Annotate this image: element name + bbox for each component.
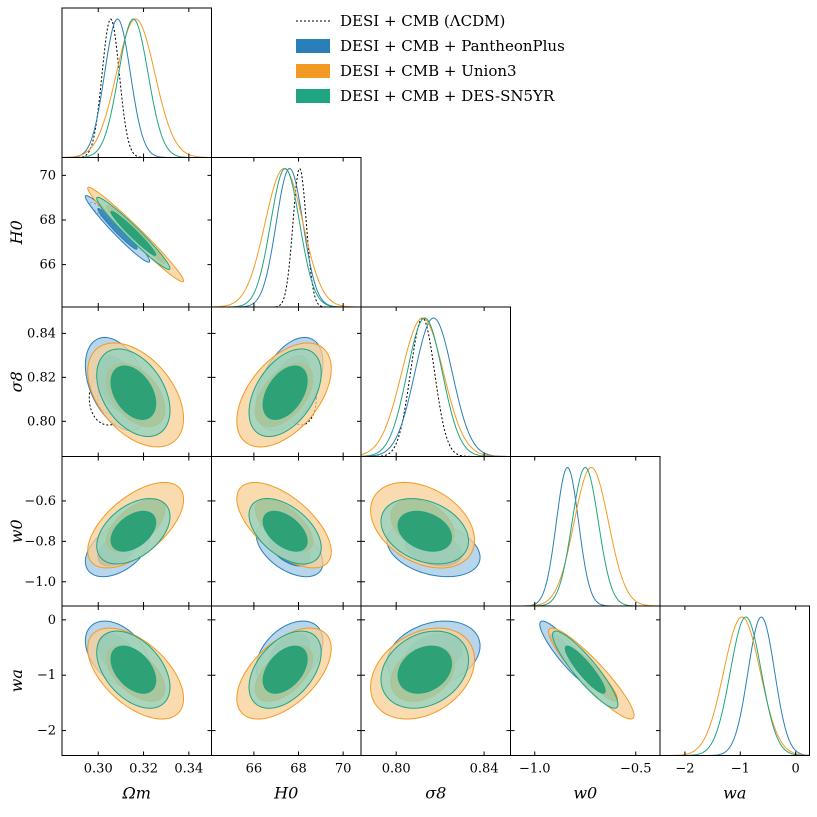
desi-cmb-des-sn5yr-marginal-w0 <box>510 466 660 606</box>
legend: DESI + CMB (ΛCDM) DESI + CMB + PantheonPl… <box>296 12 565 105</box>
desi-cmb-pantheonplus-marginal-om <box>62 18 212 158</box>
desi-cmb-cdm-marginal-s8 <box>361 317 511 457</box>
marginal-w0 <box>510 466 660 606</box>
x-tick-label-h0: 68 <box>290 762 307 777</box>
x-tick-label-om: 0.32 <box>129 762 158 777</box>
panel-s8-vs-w0 <box>370 481 481 578</box>
y-axis-title-h0: H0 <box>7 220 26 245</box>
x-tick-label-h0: 70 <box>335 762 352 777</box>
x-axis-title-om: Ωm <box>122 784 151 803</box>
desi-cmb-des-sn5yr-contour-68 <box>110 365 157 420</box>
desi-cmb-pantheonplus-marginal-wa <box>660 616 810 756</box>
y-tick-label-h0: 66 <box>39 258 56 273</box>
desi-cmb-des-sn5yr-marginal-s8 <box>361 317 511 457</box>
y-tick-label-w0: −1.0 <box>24 575 56 590</box>
x-axis-title-w0: w0 <box>573 784 597 803</box>
tick-marks <box>62 8 797 756</box>
x-tick-label-h0: 66 <box>246 762 263 777</box>
panel-om-vs-wa <box>84 620 185 720</box>
legend-label-desi-cmb-des-sn5yr: DESI + CMB + DES-SN5YR <box>340 87 555 105</box>
desi-cmb-des-sn5yr-contour-68 <box>262 510 308 552</box>
y-tick-label-s8: 0.82 <box>27 370 56 385</box>
x-tick-label-om: 0.30 <box>84 762 113 777</box>
marginal-wa <box>660 616 810 756</box>
x-axis-title-s8: σ8 <box>425 784 446 803</box>
panel-w0-vs-wa <box>539 620 635 720</box>
y-tick-label-s8: 0.84 <box>27 326 56 341</box>
desi-cmb-cdm-marginal-h0 <box>211 167 361 307</box>
panel-frame <box>510 456 661 607</box>
x-tick-label-w0: −1.0 <box>519 762 551 777</box>
x-tick-label-wa: −2 <box>675 762 694 777</box>
panel-frame <box>360 306 511 457</box>
desi-cmb-cdm-marginal-om <box>62 18 212 158</box>
y-tick-label-h0: 68 <box>39 213 56 228</box>
legend-label-desi-cmb-pantheonplus: DESI + CMB + PantheonPlus <box>340 37 565 55</box>
y-axis-title-wa: wa <box>7 669 26 692</box>
desi-cmb-des-sn5yr-contour-68 <box>397 645 452 694</box>
panel-h0-vs-wa <box>236 620 332 720</box>
panel-s8-vs-wa <box>370 620 481 720</box>
legend-label-desi-cmb-cdm: DESI + CMB (ΛCDM) <box>340 12 505 30</box>
x-tick-label-s8: 0.80 <box>382 762 411 777</box>
x-tick-label-wa: −1 <box>731 762 750 777</box>
y-axis-title-s8: σ8 <box>7 371 26 392</box>
x-tick-label-om: 0.34 <box>174 762 203 777</box>
x-tick-label-w0: −0.5 <box>620 762 652 777</box>
x-tick-label-wa: 0 <box>792 762 800 777</box>
desi-cmb-des-sn5yr-contour-68 <box>564 645 606 694</box>
desi-cmb-pantheonplus-marginal-w0 <box>510 466 660 606</box>
desi-cmb-union3-marginal-om <box>62 18 212 158</box>
desi-cmb-des-sn5yr-contour-68 <box>110 210 157 256</box>
marginal-om <box>62 18 212 158</box>
y-tick-label-w0: −0.8 <box>24 534 56 549</box>
marginal-s8 <box>361 317 511 457</box>
y-tick-label-w0: −0.6 <box>24 494 56 509</box>
desi-cmb-des-sn5yr-contour-68 <box>262 645 308 694</box>
panel-h0-vs-s8 <box>236 336 332 448</box>
desi-cmb-union3-marginal-w0 <box>510 467 660 606</box>
desi-cmb-union3-marginal-s8 <box>361 317 511 457</box>
x-axis-title-wa: wa <box>723 784 746 803</box>
x-axis-title-h0: H0 <box>273 784 298 803</box>
panel-h0-vs-w0 <box>236 481 332 578</box>
axis-labels: 0.30 0.32 0.34 Ωm 66 68 70 H0 0.80 0.84 σ8 −1.0 −0.5… <box>7 168 800 802</box>
y-tick-label-wa: −1 <box>37 668 56 683</box>
y-axis-title-w0: w0 <box>7 519 26 543</box>
legend-swatch-desi-cmb-des-sn5yr <box>296 89 330 103</box>
desi-cmb-des-sn5yr-contour-68 <box>110 645 157 694</box>
panel-om-vs-w0 <box>84 481 185 578</box>
y-tick-label-s8: 0.80 <box>27 414 56 429</box>
legend-swatch-desi-cmb-pantheonplus <box>296 39 330 53</box>
desi-cmb-des-sn5yr-contour-68 <box>110 510 157 552</box>
x-tick-label-s8: 0.84 <box>470 762 499 777</box>
panel-frame <box>61 7 212 158</box>
desi-cmb-des-sn5yr-contour-68 <box>262 365 308 420</box>
legend-swatch-desi-cmb-union3 <box>296 64 330 78</box>
contour-layer <box>62 18 810 756</box>
panel-frames <box>61 7 810 756</box>
y-tick-label-wa: 0 <box>48 613 56 628</box>
y-tick-label-wa: −2 <box>37 724 56 739</box>
desi-cmb-pantheonplus-marginal-s8 <box>361 317 511 457</box>
y-tick-label-h0: 70 <box>39 168 56 183</box>
panel-frame <box>659 605 810 756</box>
desi-cmb-des-sn5yr-marginal-om <box>62 18 212 158</box>
panel-om-vs-s8 <box>84 336 185 448</box>
panel-frame <box>211 157 362 308</box>
panel-om-vs-h0 <box>84 186 185 283</box>
desi-cmb-des-sn5yr-contour-68 <box>397 510 452 552</box>
legend-label-desi-cmb-union3: DESI + CMB + Union3 <box>340 62 517 80</box>
marginal-h0 <box>211 167 361 307</box>
